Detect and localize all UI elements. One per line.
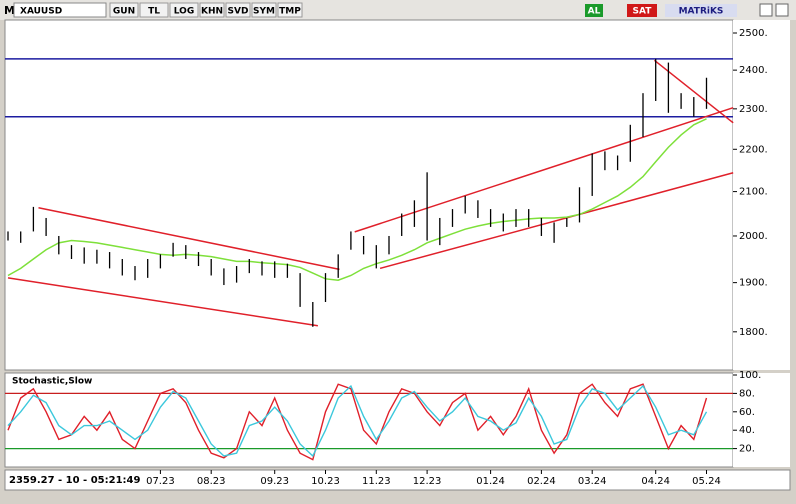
x-tick-label: 01.24: [476, 476, 505, 487]
toolbar-button-label: LOG: [174, 7, 194, 17]
trendline: [354, 106, 734, 233]
buy-label: AL: [588, 7, 601, 17]
y-tick-label: 1800.: [739, 327, 768, 338]
logo: M: [4, 4, 15, 17]
y-tick-label: 2200.: [739, 144, 768, 155]
y-tick-label: 20.: [739, 444, 755, 455]
toolbar-button-label: TMP: [279, 7, 301, 17]
y-tick-label: 2500.: [739, 28, 768, 39]
x-tick-label: 10.23: [311, 476, 340, 487]
x-tick-label: 05.24: [692, 476, 721, 487]
toolbar-button[interactable]: [169, 2, 199, 18]
x-tick-label: 07.23: [146, 476, 175, 487]
toolbar-button[interactable]: [225, 2, 251, 18]
time-axis: [4, 469, 791, 491]
brand-box: [665, 4, 737, 17]
symbol: XAUUSD: [20, 7, 62, 17]
status: 2359.27 - 10 - 05:21:49: [9, 475, 140, 486]
stoch-line: [7, 384, 708, 458]
stoch-panel: [4, 372, 734, 468]
x-tick-label: 12.23: [413, 476, 442, 487]
price-panel: [4, 19, 734, 371]
y-tick-label: 1900.: [739, 278, 768, 289]
toolbar-button-label: SYM: [253, 7, 275, 17]
x-tick-label: 11.23: [362, 476, 391, 487]
x-tick-label: 08.23: [197, 476, 226, 487]
buy-button[interactable]: [585, 4, 603, 17]
toolbar-button[interactable]: [277, 2, 303, 18]
trendline: [7, 277, 318, 327]
trendline: [379, 172, 734, 270]
x-tick-label: 09.23: [260, 476, 289, 487]
trendline: [38, 207, 340, 271]
y-tick-label: 100.: [739, 370, 761, 381]
symbol-box[interactable]: [13, 2, 107, 18]
window-button[interactable]: [759, 3, 773, 17]
stoch-line: [7, 383, 708, 461]
moving-average: [7, 118, 707, 282]
toolbar-button-label: KHN: [201, 7, 223, 17]
toolbar-button[interactable]: [109, 2, 139, 18]
sell-button[interactable]: [627, 4, 657, 17]
y-tick-label: 2100.: [739, 187, 768, 198]
price-axis: [733, 20, 790, 370]
x-tick-label: 02.24: [527, 476, 556, 487]
toolbar-button[interactable]: [199, 2, 225, 18]
y-tick-label: 2300.: [739, 104, 768, 115]
toolbar-button-label: SVD: [228, 7, 249, 17]
sell-label: SAT: [633, 7, 653, 17]
toolbar-button-label: TL: [148, 7, 160, 17]
toolbar-button[interactable]: [251, 2, 277, 18]
brand: MATRiKS: [679, 7, 724, 17]
trendline: [653, 59, 734, 124]
y-tick-label: 2400.: [739, 65, 768, 76]
x-tick-label: 04.24: [641, 476, 670, 487]
stoch-title: Stochastic,Slow: [12, 377, 92, 387]
close-button[interactable]: [775, 3, 789, 17]
y-tick-label: 60.: [739, 407, 755, 418]
stoch-axis: [733, 373, 790, 467]
x-tick-label: 03.24: [578, 476, 607, 487]
y-tick-label: 2000.: [739, 231, 768, 242]
toolbar-button-label: GUN: [113, 7, 135, 17]
y-tick-label: 40.: [739, 425, 755, 436]
toolbar-button[interactable]: [139, 2, 169, 18]
y-tick-label: 80.: [739, 388, 755, 399]
